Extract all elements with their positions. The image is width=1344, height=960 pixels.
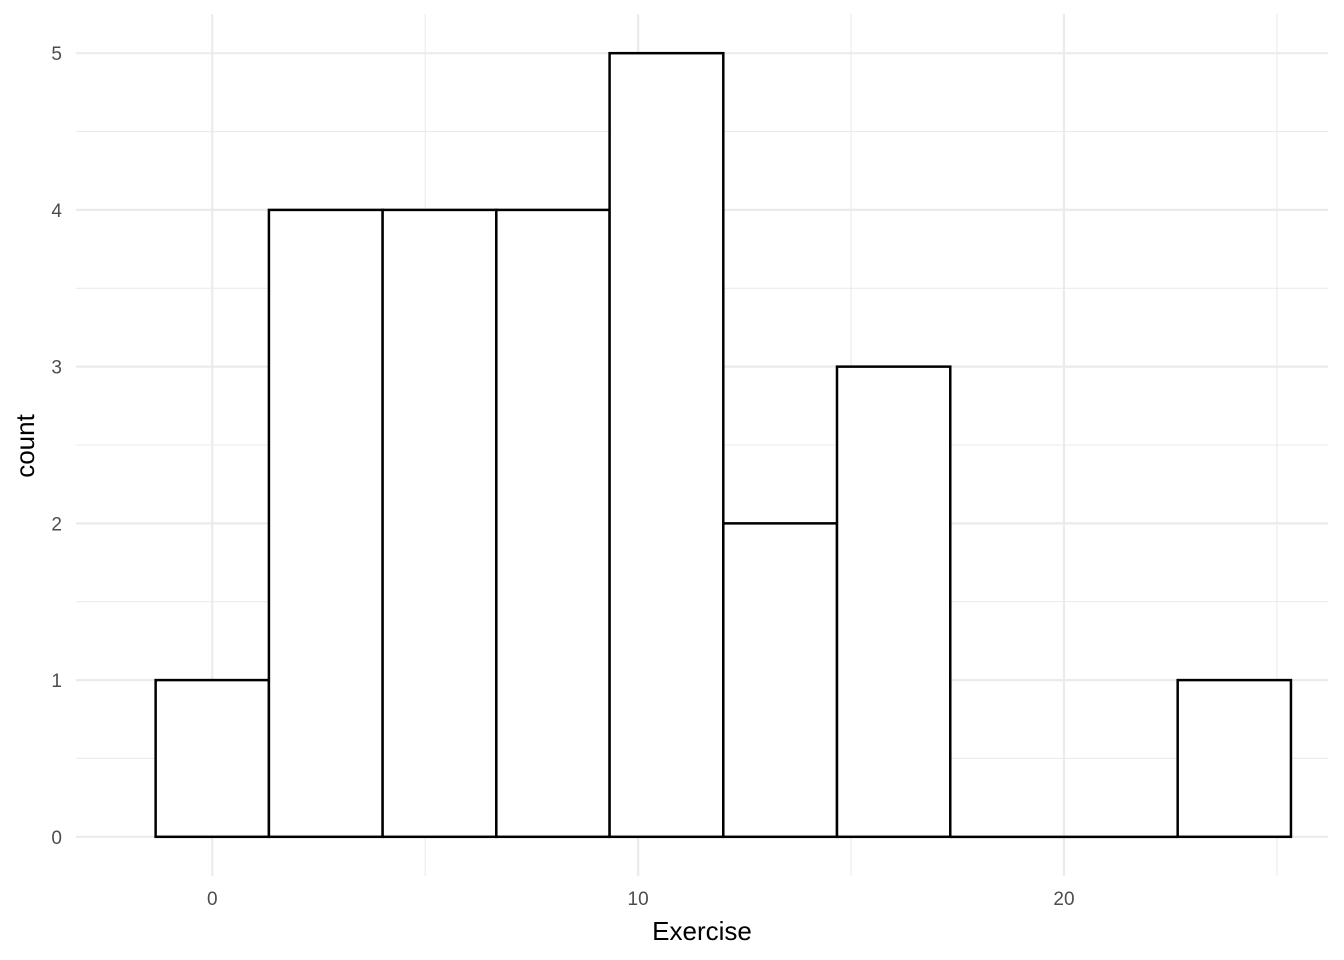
x-axis-title: Exercise <box>652 916 752 946</box>
y-tick-label: 2 <box>51 514 62 535</box>
histogram-bar <box>267 208 384 839</box>
y-tick-label: 0 <box>51 828 62 849</box>
x-tick-label: 10 <box>628 889 649 910</box>
y-tick-label: 1 <box>51 671 62 692</box>
histogram-bar <box>1176 678 1293 839</box>
histogram-bar <box>381 208 498 839</box>
histogram-bar <box>495 208 611 839</box>
x-axis-ticks: 0 10 20 <box>207 889 1075 910</box>
histogram-bar <box>722 522 839 839</box>
histogram-bars <box>154 51 1293 839</box>
histogram-bar <box>608 51 725 839</box>
histogram-bar <box>835 365 952 839</box>
histogram-bar <box>154 678 271 839</box>
y-tick-label: 4 <box>51 201 62 222</box>
x-tick-label: 20 <box>1053 889 1074 910</box>
y-tick-label: 5 <box>51 44 62 65</box>
y-axis-title: count <box>10 413 40 477</box>
x-tick-label: 0 <box>207 889 218 910</box>
y-axis-ticks: 0 1 2 3 4 5 <box>51 44 62 849</box>
y-tick-label: 3 <box>51 358 62 379</box>
